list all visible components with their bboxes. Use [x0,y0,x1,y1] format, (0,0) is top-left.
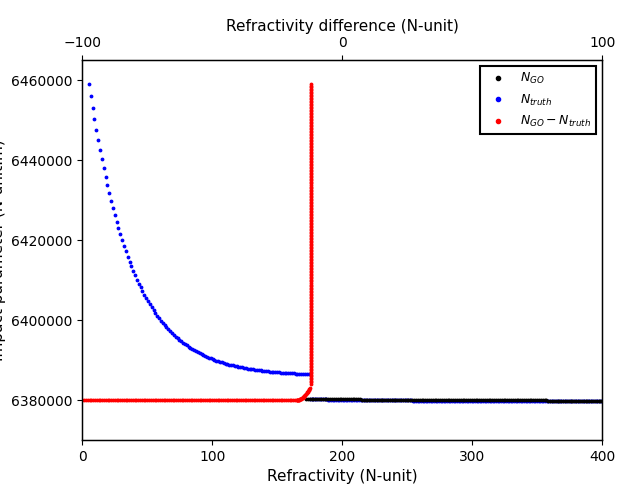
X-axis label: Refractivity difference (N-unit): Refractivity difference (N-unit) [226,18,459,34]
X-axis label: Refractivity (N-unit): Refractivity (N-unit) [267,470,418,484]
Legend: $N_{GO}$, $N_{truth}$, $N_{GO} - N_{truth}$: $N_{GO}$, $N_{truth}$, $N_{GO} - N_{trut… [480,66,596,134]
Y-axis label: Impact parameter (N-unit.m): Impact parameter (N-unit.m) [0,139,6,361]
